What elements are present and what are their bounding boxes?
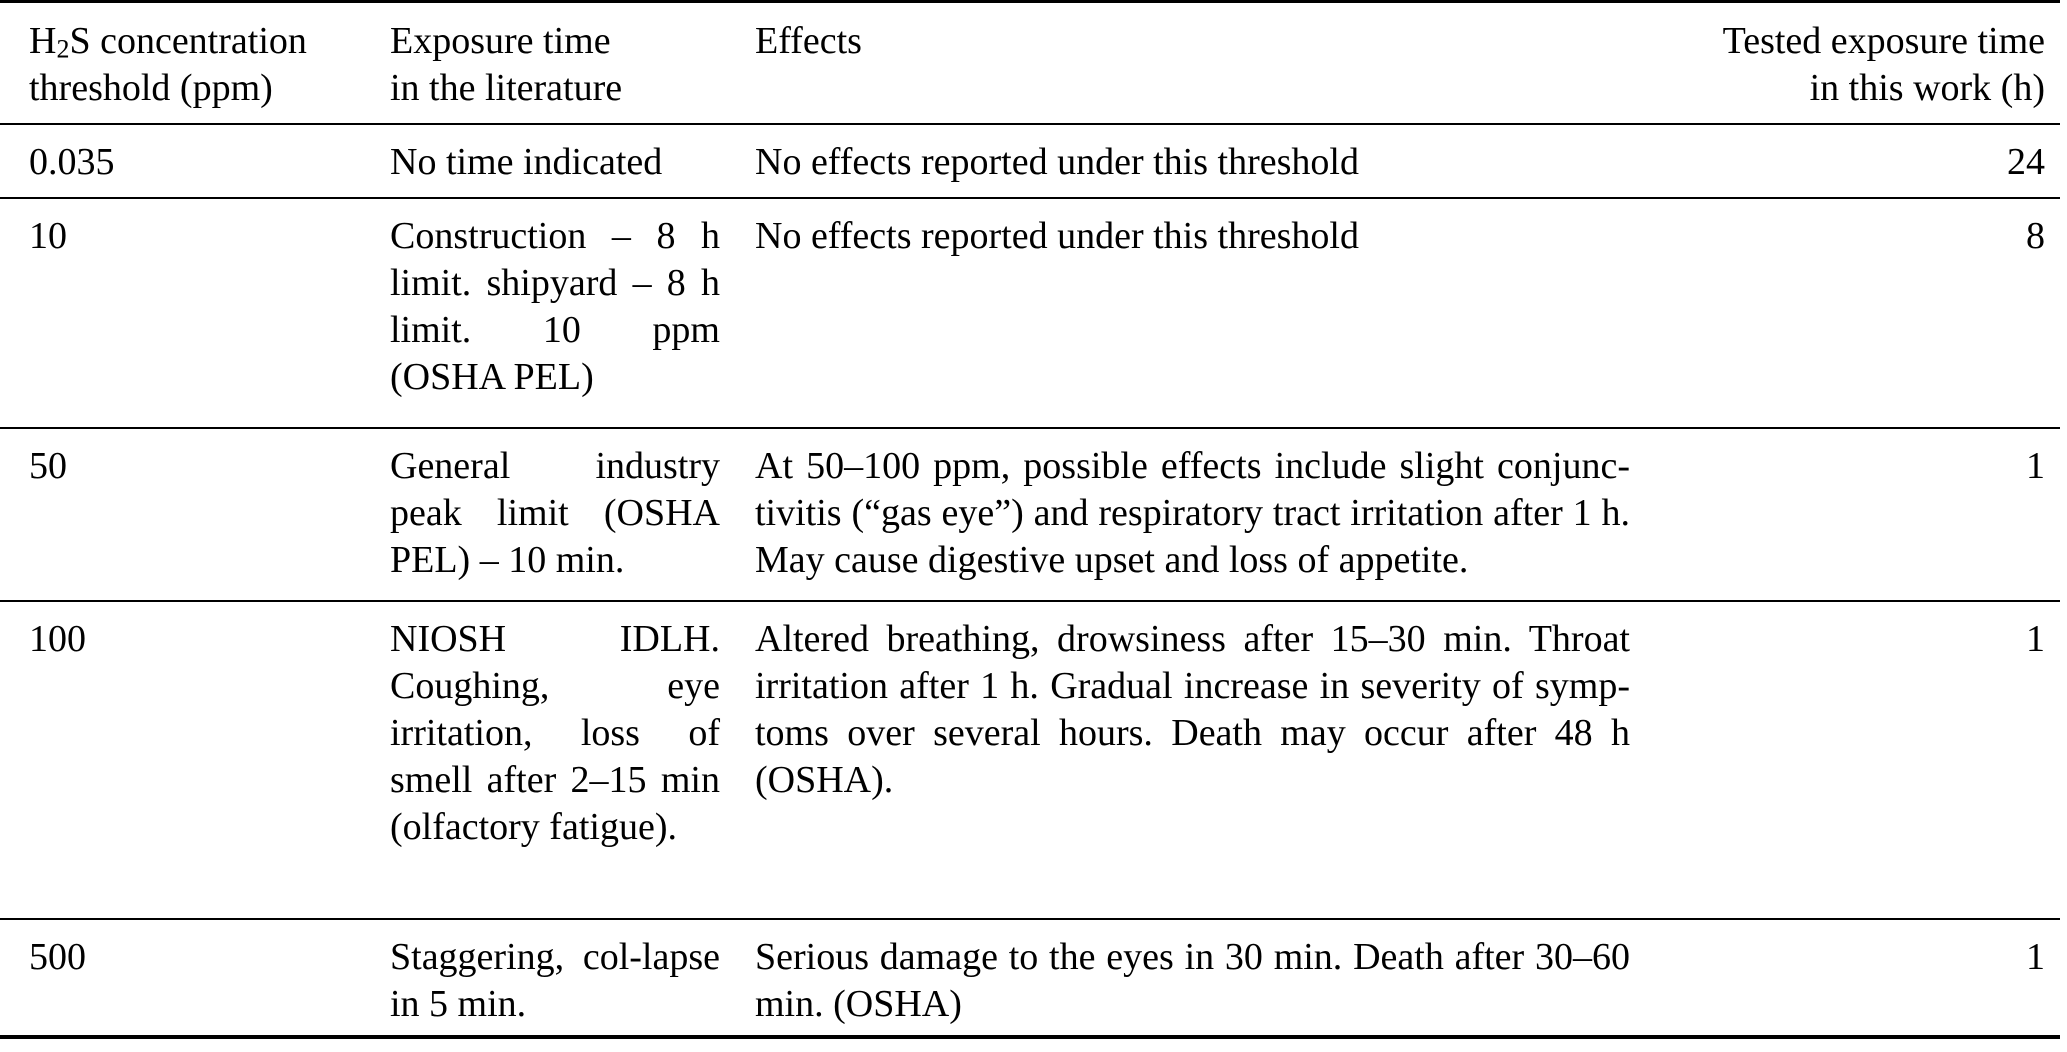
cell-effects: No effects reported under this threshold <box>726 123 1636 199</box>
cell-threshold: 50 <box>0 427 361 602</box>
table-row: 500 Staggering, col-lapse in 5 min. Seri… <box>0 919 2060 1037</box>
cell-exposure-literature: Construction – 8 h limit. shipyard – 8 h… <box>361 197 726 429</box>
cell-tested-time: 1 <box>2026 935 2045 978</box>
cell-exposure-literature: NIOSH IDLH. Coughing, eye irritation, lo… <box>361 600 726 920</box>
cell-effects: Serious damage to the eyes in 30 min. De… <box>755 935 1630 1025</box>
cell-effects: No effects reported under this threshold <box>726 197 1636 429</box>
cell-threshold: 100 <box>0 600 361 920</box>
cell-tested-time: 24 <box>1636 123 2060 199</box>
table-row: 100 NIOSH IDLH. Coughing, eye irritation… <box>0 600 2060 920</box>
header-exposure-literature-text: Exposure time in the literature <box>390 20 623 109</box>
cell-tested-time: 1 <box>1636 427 2060 602</box>
header-tested-time-text: Tested exposure time in this work (h) <box>1722 20 2045 109</box>
cell-threshold: 500 <box>29 935 86 978</box>
subscript-2: 2 <box>56 34 70 64</box>
cell-exposure-literature: General industry peak limit (OSHA PEL) –… <box>361 427 726 602</box>
table-row: 10 Construction – 8 h limit. shipyard – … <box>0 197 2060 429</box>
cell-effects: Altered breathing, drowsiness after 15–3… <box>726 600 1636 920</box>
header-tested-time: Tested exposure time in this work (h) <box>1636 1 2060 125</box>
cell-tested-time: 8 <box>1636 197 2060 429</box>
table-row: 50 General industry peak limit (OSHA PEL… <box>0 427 2060 602</box>
table-header-row: H2S concentration threshold (ppm) Exposur… <box>0 1 2060 125</box>
cell-exposure-literature: No time indicated <box>361 123 726 199</box>
header-threshold: H2S concentration threshold (ppm) <box>0 1 361 125</box>
header-threshold-text: H2S concentration threshold (ppm) <box>29 20 307 109</box>
header-effects-text: Effects <box>755 20 862 62</box>
cell-effects: At 50–100 ppm, possible effects include … <box>726 427 1636 602</box>
cell-threshold: 0.035 <box>0 123 361 199</box>
header-exposure-literature: Exposure time in the literature <box>361 1 726 125</box>
cell-threshold: 10 <box>0 197 361 429</box>
cell-tested-time: 1 <box>1636 600 2060 920</box>
cell-exposure-literature: Staggering, col-lapse in 5 min. <box>390 935 720 1025</box>
header-effects: Effects <box>726 1 1636 125</box>
table-row: 0.035 No time indicated No effects repor… <box>0 123 2060 199</box>
